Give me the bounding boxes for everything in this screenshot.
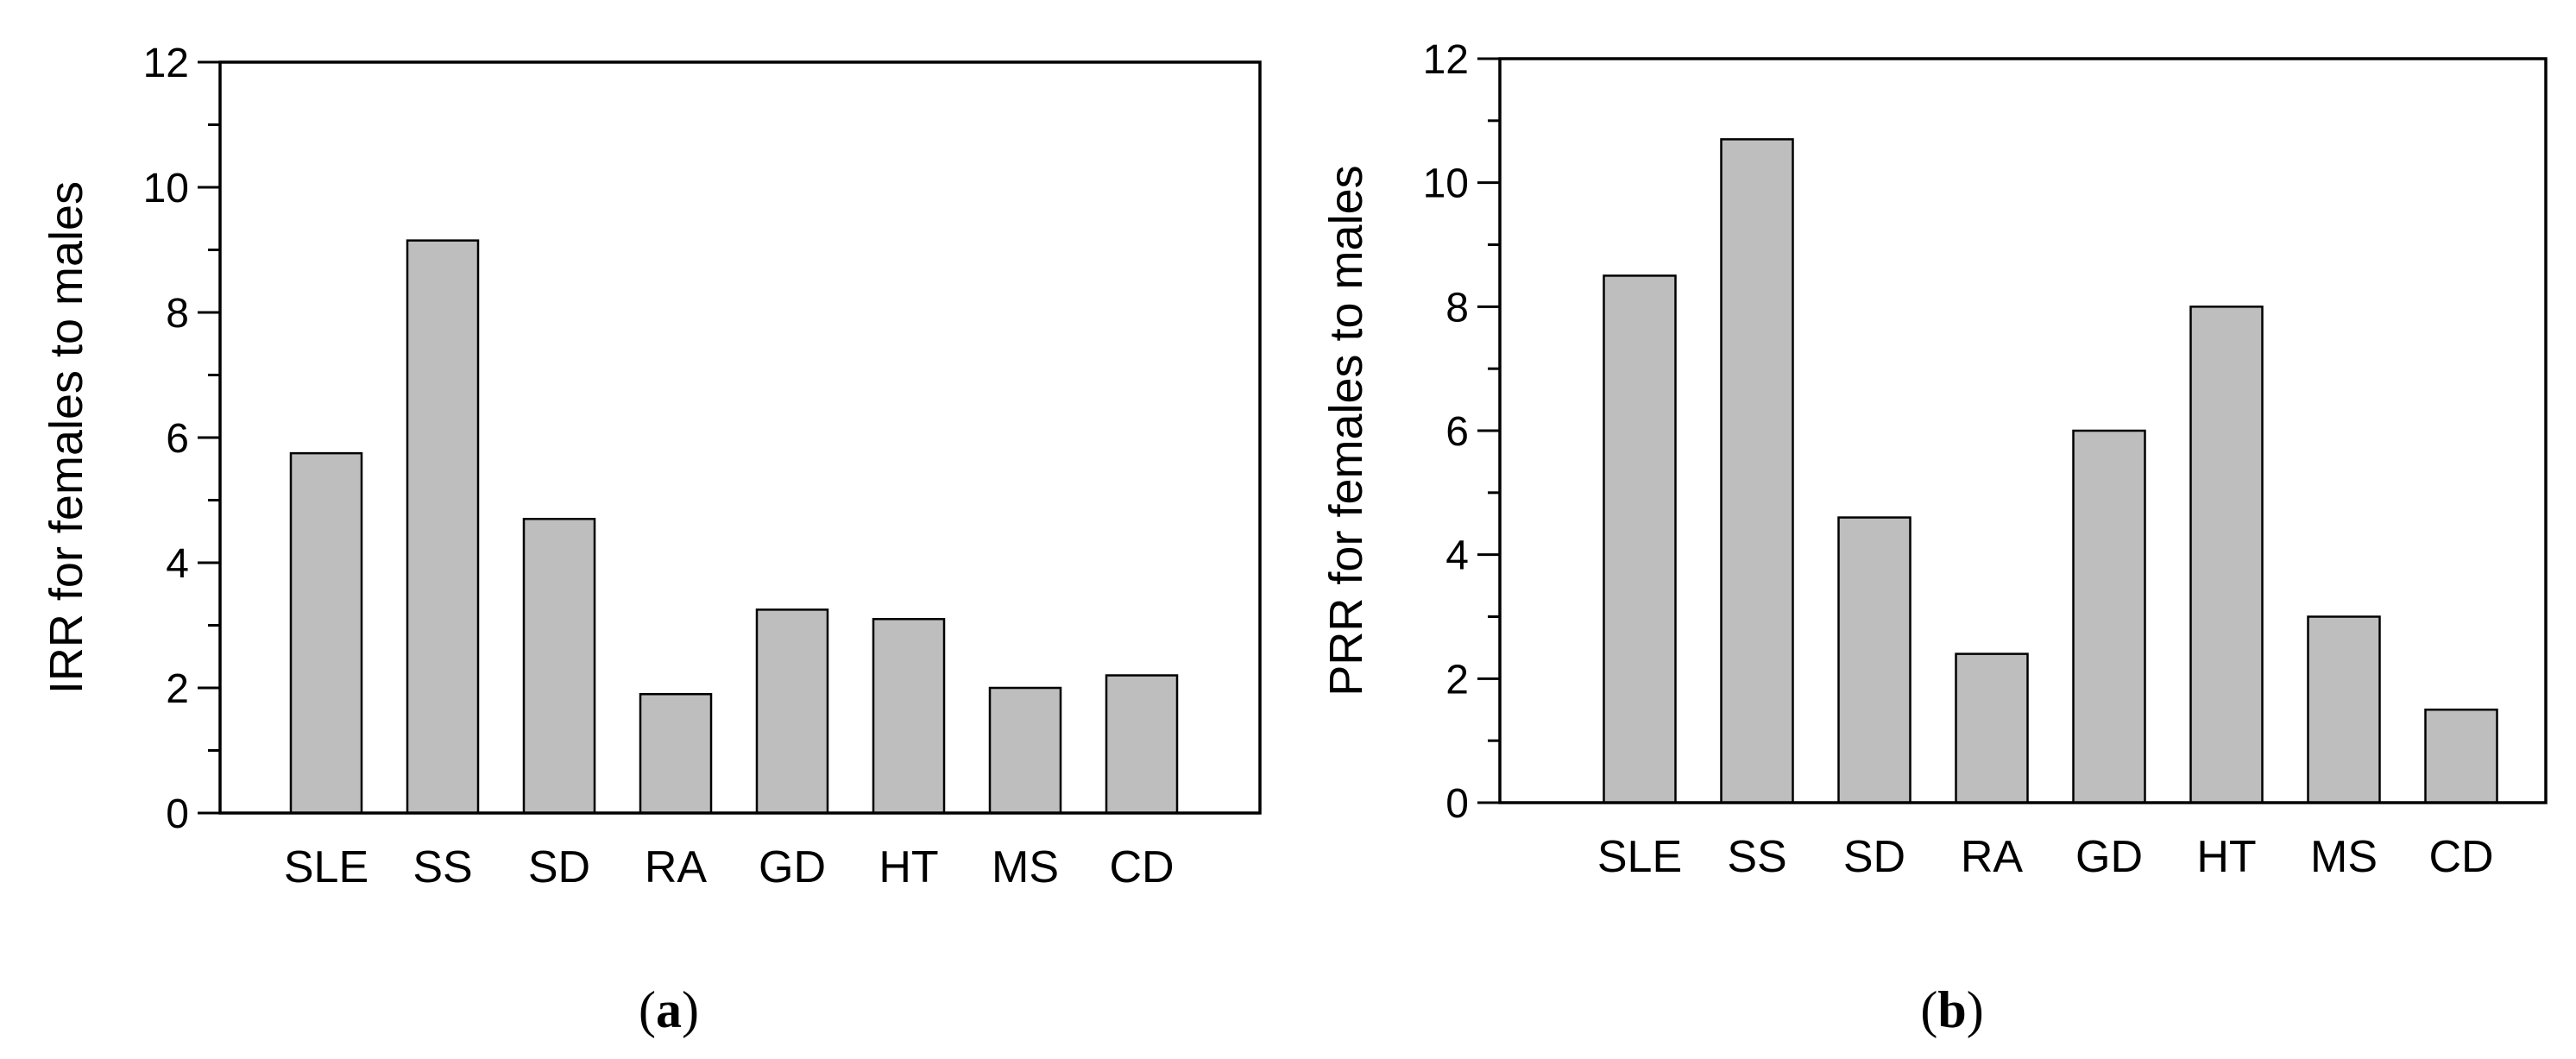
panel-a-ytick-label: 8 [166, 291, 189, 337]
panel-a-bar-ss [406, 239, 480, 815]
panel-a-xtick-label-ss: SS [413, 842, 472, 892]
panel-a-xtick-label-ms: MS [992, 842, 1059, 892]
panel-b-xtick-label-cd: CD [2428, 832, 2493, 882]
panel-b-bar-ss [1720, 138, 1794, 804]
panel-a-ylabel: IRR for females to males [41, 181, 92, 694]
panel-b-label: (b) [1920, 981, 1983, 1038]
panel-b-ytick-label: 12 [1423, 37, 1469, 83]
panel-a-label: (a) [639, 981, 699, 1038]
panel-a-bar-gd [755, 608, 829, 815]
panel-b-bar-sd [1837, 516, 1912, 804]
panel-b-ytick-label: 0 [1445, 781, 1469, 827]
panel-b-ytick-label: 4 [1445, 533, 1469, 579]
panel-a-ytick-label: 0 [166, 791, 189, 837]
panel-b-ylabel: PRR for females to males [1320, 165, 1372, 696]
panel-b-xtick-label-ms: MS [2310, 832, 2378, 882]
panel-a-bar-sle [289, 451, 363, 815]
panel-a-ytick-label: 10 [143, 166, 189, 211]
panel-a-xtick-label-ra: RA [645, 842, 708, 892]
panel-b-bar-sle [1603, 274, 1677, 804]
panel-b-xtick-label-ra: RA [1961, 832, 2024, 882]
panel-a-xtick-label-sle: SLE [284, 842, 368, 892]
panel-a-axes-frame [218, 60, 1262, 815]
panel-a-ytick-label: 6 [166, 416, 189, 462]
panel-b-bar-ht [2189, 306, 2264, 804]
panel-b-ytick-label: 2 [1445, 657, 1469, 703]
panel-b-xtick-label-ht: HT [2196, 832, 2256, 882]
panel-a-ytick-label: 12 [143, 41, 189, 86]
panel-a-bar-cd [1105, 674, 1179, 815]
panel-a-ytick-label: 4 [166, 541, 189, 587]
panel-a: 0 2 4 6 8 10 12 SLE SS SD RA GD HT MS CD IRR for female… [41, 41, 1262, 1038]
panel-a-xtick-label-sd: SD [528, 842, 590, 892]
panel-b-xtick-label-ss: SS [1727, 832, 1786, 882]
panel-b-xtick-label-gd: GD [2075, 832, 2143, 882]
panel-b-bar-ms [2307, 615, 2381, 804]
panel-a-bar-ra [639, 693, 713, 815]
panel-b-xtick-label-sle: SLE [1597, 832, 1682, 882]
panel-a-bar-ms [988, 686, 1062, 815]
panel-a-bar-sd [522, 518, 596, 815]
panel-a-xtick-label-gd: GD [759, 842, 826, 892]
panel-b-ytick-label: 10 [1423, 161, 1469, 207]
panel-b-ytick-label: 8 [1445, 285, 1469, 331]
panel-b: 0 2 4 6 8 10 12 SLE SS SD RA GD HT MS CD PRR for female… [1320, 37, 2548, 1038]
panel-b-bar-cd [2424, 709, 2498, 804]
panel-a-xtick-label-ht: HT [879, 842, 938, 892]
panel-b-ytick-label: 6 [1445, 409, 1469, 455]
panel-b-bar-ra [1955, 652, 2029, 804]
panel-b-xtick-label-sd: SD [1843, 832, 1905, 882]
panel-a-bar-ht [872, 618, 946, 815]
panel-b-bar-gd [2072, 429, 2146, 804]
panel-a-xtick-label-cd: CD [1109, 842, 1174, 892]
panel-a-ytick-label: 2 [166, 666, 189, 712]
